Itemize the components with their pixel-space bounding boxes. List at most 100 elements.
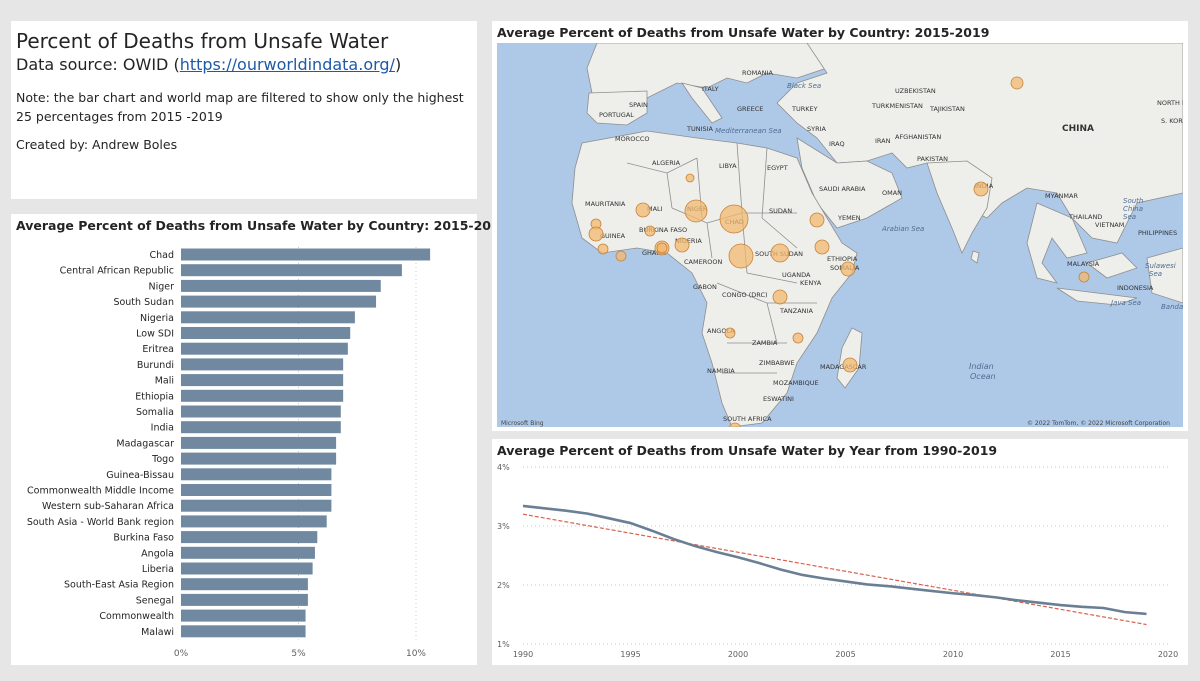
map-bubble[interactable]: [685, 173, 695, 183]
svg-text:MAURITANIA: MAURITANIA: [585, 200, 626, 208]
map-bubble[interactable]: [597, 243, 609, 255]
bar[interactable]: [181, 531, 318, 544]
bar-category-label: India: [151, 423, 174, 434]
bar-category-label: Mali: [155, 376, 174, 387]
svg-text:ALGERIA: ALGERIA: [652, 159, 681, 167]
bar-category-label: Commonwealth Middle Income: [27, 486, 174, 497]
bar[interactable]: [181, 342, 348, 355]
map-bubble[interactable]: [973, 181, 989, 197]
svg-text:China: China: [1123, 205, 1143, 213]
bar[interactable]: [181, 625, 306, 638]
map-label-java-sea: Java Sea: [1109, 299, 1141, 307]
map-bubble[interactable]: [728, 422, 742, 427]
ocean-labels: Black Sea Mediterranean Sea Arabian Sea …: [715, 82, 1183, 381]
x-tick-label: 0%: [174, 649, 189, 659]
world-map[interactable]: Black Sea Mediterranean Sea Arabian Sea …: [497, 43, 1183, 427]
map-bubble[interactable]: [719, 204, 749, 234]
map-bubble[interactable]: [728, 243, 754, 269]
map-bubble[interactable]: [656, 242, 668, 254]
bar[interactable]: [181, 468, 332, 481]
bar-category-label: Angola: [141, 548, 174, 559]
series-line[interactable]: [522, 504, 1147, 616]
data-source-link[interactable]: https://ourworldindata.org/: [179, 55, 395, 74]
bar[interactable]: [181, 327, 351, 339]
map-bubble[interactable]: [842, 357, 858, 373]
bar[interactable]: [181, 248, 431, 261]
bar-category-label: Malawi: [141, 627, 174, 638]
svg-text:NAMIBIA: NAMIBIA: [707, 367, 735, 375]
bar[interactable]: [181, 436, 337, 449]
bar[interactable]: [181, 358, 344, 371]
bar-category-label: Burkina Faso: [113, 533, 174, 544]
bar-chart[interactable]: 0% 5% 10% Chad Central African Republic Niger…: [11, 214, 477, 665]
map-bubble[interactable]: [684, 199, 708, 223]
map-bubble[interactable]: [814, 239, 830, 255]
bar-category-label: Burundi: [137, 360, 174, 371]
map-bubble[interactable]: [792, 332, 804, 344]
svg-text:LIBYA: LIBYA: [719, 162, 737, 170]
bar[interactable]: [181, 578, 308, 591]
bar-category-label: Central African Republic: [60, 266, 174, 277]
line-chart[interactable]: 1% 2% 3% 4% 1990 1995 2000 2005 2010 2015 2020: [492, 439, 1188, 665]
bing-logo: Microsoft Bing: [501, 420, 544, 427]
svg-text:NIGERIA: NIGERIA: [675, 237, 702, 245]
svg-text:CONGO (DRC): CONGO (DRC): [722, 291, 768, 299]
bar[interactable]: [181, 562, 313, 575]
bar[interactable]: [181, 593, 308, 606]
map-title: Average Percent of Deaths from Unsafe Wa…: [497, 25, 990, 40]
x-tick-label: 1995: [620, 650, 640, 659]
svg-text:TAJIKISTAN: TAJIKISTAN: [929, 105, 965, 113]
bar-category-label: Niger: [148, 281, 174, 292]
svg-text:ESWATINI: ESWATINI: [763, 395, 794, 403]
bar[interactable]: [181, 515, 327, 528]
bar[interactable]: [181, 499, 332, 512]
map-bubble[interactable]: [1010, 76, 1024, 90]
bar-category-label: Madagascar: [116, 438, 174, 449]
map-label-south-china-sea: South: [1123, 197, 1143, 205]
map-bubble[interactable]: [772, 289, 788, 305]
svg-text:INDONESIA: INDONESIA: [1117, 284, 1154, 292]
bar-category-label: Somalia: [136, 407, 174, 418]
bar-category-label: Chad: [149, 250, 174, 261]
svg-text:ANGOLA: ANGOLA: [707, 327, 735, 335]
bar[interactable]: [181, 609, 306, 622]
map-bubble[interactable]: [770, 243, 790, 263]
data-source-suffix: ): [394, 55, 402, 74]
map-attribution: © 2022 TomTom, © 2022 Microsoft Corporat…: [1027, 420, 1170, 427]
map-label-black-sea: Black Sea: [787, 82, 821, 90]
map-bubble[interactable]: [809, 212, 825, 228]
map-bubbles[interactable]: [588, 76, 1090, 427]
bar[interactable]: [181, 452, 337, 465]
map-visual[interactable]: Average Percent of Deaths from Unsafe Wa…: [492, 21, 1188, 431]
map-bubble[interactable]: [840, 261, 856, 277]
svg-text:GABON: GABON: [693, 283, 717, 291]
svg-text:PHILIPPINES: PHILIPPINES: [1138, 229, 1177, 237]
bar[interactable]: [181, 295, 377, 308]
map-bubble[interactable]: [674, 237, 690, 253]
map-bubble[interactable]: [588, 226, 604, 242]
map-bubble[interactable]: [724, 327, 736, 339]
bar[interactable]: [181, 405, 341, 418]
bar[interactable]: [181, 279, 381, 292]
map-bubble[interactable]: [615, 250, 627, 262]
bar[interactable]: [181, 421, 341, 434]
line-chart-visual[interactable]: Average Percent of Deaths from Unsafe Wa…: [492, 439, 1188, 665]
map-bubble[interactable]: [1078, 271, 1090, 283]
bar[interactable]: [181, 264, 402, 277]
bar-category-label: Commonwealth: [99, 611, 174, 622]
bar[interactable]: [181, 389, 344, 402]
map-bubble[interactable]: [644, 225, 656, 237]
x-tick-label: 2020: [1158, 650, 1178, 659]
svg-text:ZIMBABWE: ZIMBABWE: [759, 359, 795, 367]
bar-chart-visual[interactable]: Average Percent of Deaths from Unsafe Wa…: [11, 214, 508, 665]
map-label-indian-ocean: Indian: [969, 362, 994, 371]
map-bubble[interactable]: [635, 202, 651, 218]
svg-text:Sea: Sea: [1123, 213, 1136, 221]
bar[interactable]: [181, 311, 355, 324]
bar[interactable]: [181, 546, 315, 559]
bar[interactable]: [181, 374, 344, 387]
svg-text:ROMANIA: ROMANIA: [742, 69, 773, 77]
svg-text:UGANDA: UGANDA: [782, 271, 811, 279]
svg-text:IRAN: IRAN: [875, 137, 891, 145]
bar[interactable]: [181, 484, 332, 496]
